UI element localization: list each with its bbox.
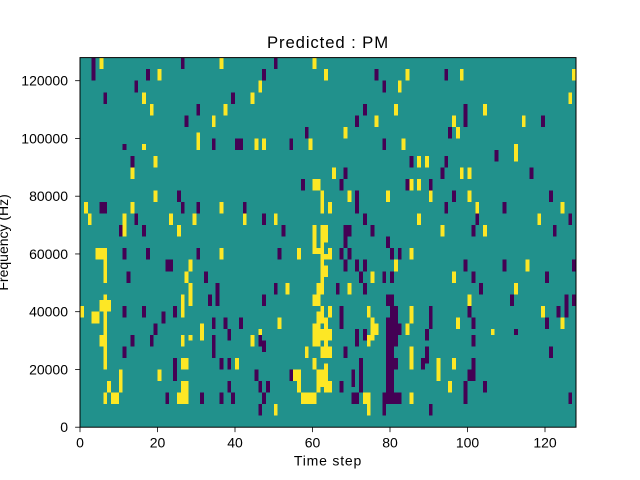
- svg-text:Time step: Time step: [294, 453, 362, 469]
- svg-text:80: 80: [382, 435, 398, 451]
- svg-text:60: 60: [305, 435, 321, 451]
- svg-text:20000: 20000: [29, 361, 68, 377]
- svg-text:80000: 80000: [29, 188, 68, 204]
- svg-text:120000: 120000: [21, 73, 68, 89]
- svg-text:100000: 100000: [21, 130, 68, 146]
- svg-text:20: 20: [150, 435, 166, 451]
- svg-text:60000: 60000: [29, 246, 68, 262]
- svg-text:0: 0: [76, 435, 84, 451]
- svg-text:100: 100: [456, 435, 480, 451]
- svg-text:0: 0: [60, 419, 68, 435]
- svg-text:120: 120: [533, 435, 557, 451]
- svg-text:Frequency (Hz): Frequency (Hz): [0, 194, 11, 290]
- svg-text:40000: 40000: [29, 304, 68, 320]
- svg-text:Predicted : PM: Predicted : PM: [267, 33, 389, 52]
- svg-text:40: 40: [227, 435, 243, 451]
